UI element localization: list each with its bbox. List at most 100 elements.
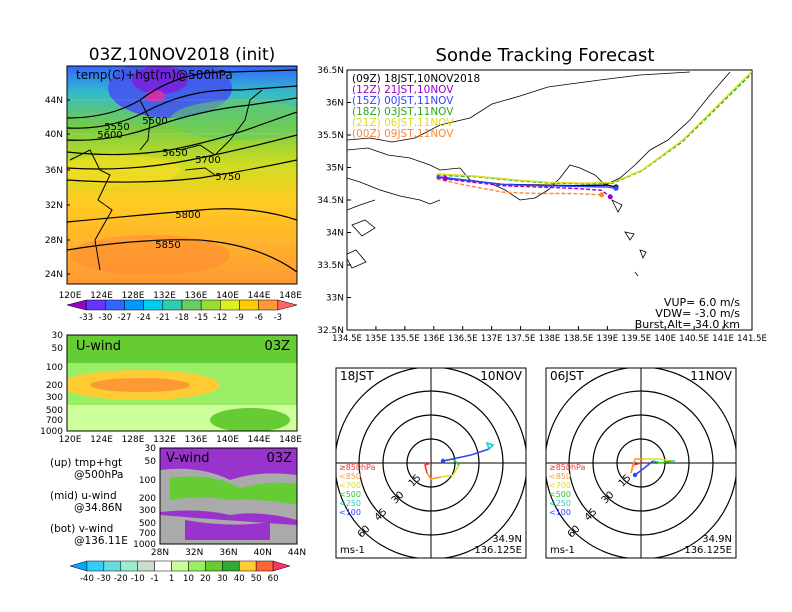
lat-tick-label: 44N bbox=[288, 548, 306, 558]
lon-tick-label: 140E bbox=[216, 291, 239, 301]
lon-tick-label: 140E bbox=[216, 435, 239, 445]
colorbar-swatch bbox=[105, 299, 125, 311]
legend-entry: (00Z) 09JST,11NOV bbox=[352, 128, 454, 140]
hodograph-date-label: 11NOV bbox=[690, 369, 732, 383]
hodograph-legend-entry: ≥850hPa bbox=[339, 463, 376, 472]
wind-colorbar-swatch bbox=[171, 560, 189, 572]
wind-colorbar-label: 60 bbox=[268, 574, 279, 584]
lon-tick-label: 124E bbox=[90, 291, 113, 301]
lat-tick-label: 35N bbox=[326, 164, 344, 174]
hodograph-legend-entry: <500 bbox=[339, 490, 361, 499]
colorbar-label: -6 bbox=[254, 313, 262, 323]
lon-tick-label: 148E bbox=[279, 435, 302, 445]
lon-tick-label: 136E bbox=[185, 435, 208, 445]
wind-colorbar-label: 30 bbox=[217, 574, 228, 584]
lon-tick-label: 120E bbox=[59, 435, 82, 445]
contour-label: 5800 bbox=[175, 210, 200, 221]
sonde-track-map: Sonde Tracking Forecast 36.5N 36N 35.5N 35N… bbox=[317, 45, 767, 344]
temp-height-map: 03Z,10NOV2018 (init) bbox=[45, 45, 302, 323]
contour-label: 5700 bbox=[195, 155, 220, 166]
pressure-tick-label: 700 bbox=[46, 416, 63, 426]
hodograph-legend-entry: <700 bbox=[549, 481, 571, 490]
legend-entry: (18Z) 03JST,11NOV bbox=[352, 106, 454, 118]
wind-colorbar-label: 50 bbox=[251, 574, 262, 584]
wind-colorbar-swatch bbox=[103, 560, 122, 572]
hodograph-time-label: 06JST bbox=[550, 369, 584, 383]
lon-tick-label: 134.5E bbox=[332, 334, 362, 344]
param-vup: VUP= 6.0 m/s bbox=[664, 296, 740, 309]
pressure-tick-label: 30 bbox=[52, 331, 64, 341]
lon-tick-label: 132E bbox=[153, 435, 176, 445]
wind-colorbar-label: 1 bbox=[169, 574, 174, 584]
hodograph-legend-entry: <850 bbox=[339, 472, 361, 481]
colorbar-swatch bbox=[239, 299, 259, 311]
lon-tick-label: 137E bbox=[481, 334, 503, 344]
lon-tick-label: 144E bbox=[248, 291, 271, 301]
wind-colorbar-swatch bbox=[255, 560, 274, 572]
wind-colorbar-label: 20 bbox=[200, 574, 211, 584]
wind-colorbar-swatch bbox=[272, 560, 291, 572]
hodograph-legend-entry: <100 bbox=[549, 508, 571, 517]
wind-colorbar-label: 40 bbox=[234, 574, 245, 584]
hodograph-lon: 136.125E bbox=[684, 545, 732, 556]
hodograph-legend-entry: <250 bbox=[549, 499, 571, 508]
param-burst: Burst Alt= 34.0 km bbox=[635, 318, 740, 331]
lon-tick-label: 140E bbox=[654, 334, 676, 344]
track-series-line bbox=[436, 70, 752, 184]
wind-colorbar-swatch bbox=[222, 560, 240, 572]
note-up: (up) tmp+hgt bbox=[50, 457, 122, 469]
hodograph-point bbox=[440, 458, 446, 464]
legend-entry: (15Z) 00JST,11NOV bbox=[352, 95, 454, 107]
hodograph-trace bbox=[485, 441, 495, 450]
pressure-tick-label: 200 bbox=[46, 381, 63, 391]
track-series-line bbox=[436, 177, 611, 198]
lon-tick-label: 139E bbox=[597, 334, 619, 344]
lon-tick-label: 136E bbox=[423, 334, 445, 344]
hodograph-unit: ms-1 bbox=[550, 545, 575, 556]
lon-tick-label: 137.5E bbox=[506, 334, 536, 344]
colorbar-label: -3 bbox=[274, 313, 282, 323]
hodograph-trace bbox=[634, 460, 654, 476]
wind-colorbar: -40 -30 -20 -10 -1 1 10 20 30 40 50 60 bbox=[69, 560, 291, 584]
launch-point bbox=[442, 176, 448, 182]
hodograph-legend-entry: <700 bbox=[339, 481, 361, 490]
track-end-point bbox=[613, 185, 619, 191]
hodograph-point bbox=[632, 472, 638, 478]
lon-tick-label: 135E bbox=[365, 334, 387, 344]
lat-tick-label: 33N bbox=[326, 294, 344, 304]
wind-colorbar-label: -10 bbox=[131, 574, 145, 584]
pressure-tick-label: 300 bbox=[139, 506, 156, 516]
pressure-tick-label: 500 bbox=[46, 406, 63, 416]
pressure-tick-label: 200 bbox=[139, 494, 156, 504]
lat-tick-label: 24N bbox=[45, 270, 63, 280]
hodograph-trace bbox=[424, 462, 432, 474]
pressure-tick-label: 300 bbox=[46, 393, 63, 403]
hodograph-legend-entry: <100 bbox=[339, 508, 361, 517]
pressure-tick-label: 50 bbox=[145, 457, 157, 467]
colorbar-swatch bbox=[220, 299, 240, 311]
lat-tick-label: 36.5N bbox=[317, 66, 344, 76]
colorbar-label: -15 bbox=[194, 313, 208, 323]
legend-entry: (21Z) 06JST,11NOV bbox=[352, 117, 454, 129]
hodograph-lat: 34.9N bbox=[702, 534, 732, 545]
contour-label: 5500 bbox=[142, 116, 167, 127]
legend-entry: (09Z) 18JST,10NOV2018 bbox=[352, 73, 480, 85]
lat-tick-label: 35.5N bbox=[317, 131, 344, 141]
lat-tick-label: 32.5N bbox=[317, 326, 344, 336]
lat-tick-label: 32N bbox=[185, 548, 203, 558]
colorbar-label: -30 bbox=[98, 313, 112, 323]
track-series-line bbox=[436, 178, 602, 196]
wind-colorbar-swatch bbox=[154, 560, 172, 572]
hodograph-time-label: 18JST bbox=[340, 369, 374, 383]
wind-colorbar-swatch bbox=[137, 560, 155, 572]
param-vdw: VDW= -3.0 m/s bbox=[655, 307, 740, 320]
colorbar-label: -27 bbox=[118, 313, 132, 323]
lat-tick-label: 33.5N bbox=[317, 261, 344, 271]
pressure-tick-label: 500 bbox=[139, 519, 156, 529]
pressure-tick-label: 100 bbox=[46, 363, 63, 373]
wind-colorbar-label: -1 bbox=[150, 574, 158, 584]
track-map-title: Sonde Tracking Forecast bbox=[436, 45, 655, 66]
